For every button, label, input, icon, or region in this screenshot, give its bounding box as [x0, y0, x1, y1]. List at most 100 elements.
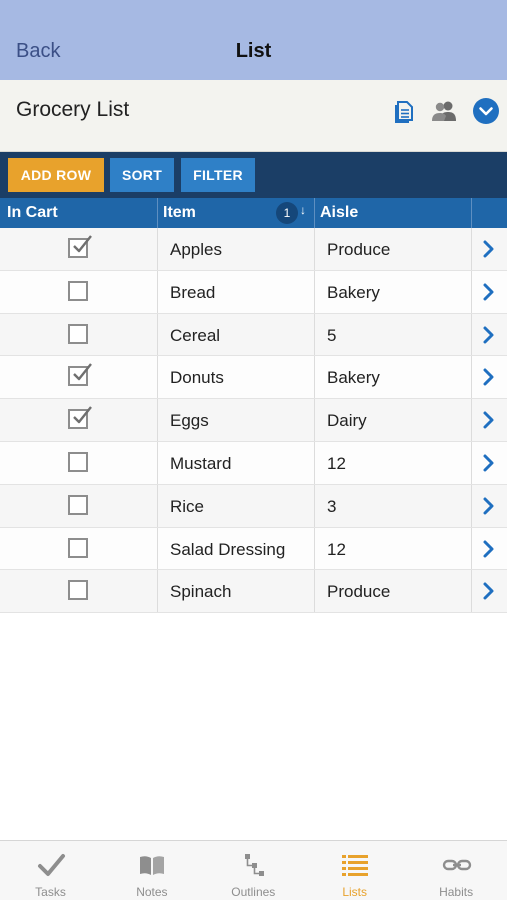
table-row[interactable]: Rice 3 — [0, 484, 507, 528]
item-cell[interactable]: Salad Dressing — [170, 539, 286, 559]
sort-button[interactable]: SORT — [110, 158, 174, 192]
cell-divider — [471, 484, 472, 527]
aisle-cell[interactable]: Dairy — [327, 411, 367, 431]
table-row[interactable]: Donuts Bakery — [0, 356, 507, 400]
item-cell[interactable]: Apples — [170, 240, 222, 259]
aisle-cell[interactable]: Produce — [327, 582, 391, 602]
aisle-cell[interactable]: 5 — [327, 325, 337, 345]
cell-divider — [314, 484, 315, 527]
tab-tasks[interactable]: Tasks — [0, 841, 101, 900]
aisle-cell[interactable]: 12 — [327, 539, 346, 559]
grocery-table: Apples Produce Bread Bakery Cereal 5 Donuts Bak… — [0, 228, 507, 614]
page-title: List — [235, 40, 272, 62]
item-cell[interactable]: Bread — [170, 282, 216, 302]
checkmark-icon — [73, 406, 92, 424]
cell-divider — [157, 228, 158, 270]
table-row[interactable]: Apples Produce — [0, 228, 507, 271]
aisle-cell[interactable]: Bakery — [327, 282, 380, 302]
tab-lists[interactable]: Lists — [304, 841, 405, 900]
cell-divider — [157, 527, 158, 570]
cell-divider — [157, 570, 158, 613]
column-header-aisle[interactable]: Aisle — [320, 204, 359, 221]
table-row[interactable]: Cereal 5 — [0, 313, 507, 357]
sort-direction-icon: ↓ — [300, 203, 306, 217]
chevron-right-icon[interactable] — [480, 453, 498, 473]
cell-divider — [314, 570, 315, 613]
cell-divider — [157, 484, 158, 527]
tab-outlines[interactable]: Outlines — [203, 841, 304, 900]
checkbox-unchecked[interactable] — [68, 494, 88, 515]
column-divider — [471, 198, 472, 228]
checkbox-checked[interactable] — [68, 235, 92, 258]
list-title: Grocery List — [16, 98, 130, 121]
item-cell[interactable]: Eggs — [170, 411, 209, 431]
tab-label: Lists — [342, 885, 368, 899]
checkbox-checked[interactable] — [68, 406, 92, 430]
chevron-right-icon[interactable] — [480, 239, 498, 259]
column-header-item[interactable]: Item — [163, 204, 196, 221]
filter-button[interactable]: FILTER — [181, 158, 255, 192]
cell-divider — [157, 356, 158, 399]
table-row[interactable]: Mustard 12 — [0, 441, 507, 485]
checkbox-checked[interactable] — [68, 363, 92, 387]
chevron-right-icon[interactable] — [480, 325, 498, 345]
list-icon — [340, 851, 370, 879]
cell-divider — [157, 270, 158, 313]
table-header: In Cart Item 1 ↓ Aisle — [0, 198, 507, 228]
cell-divider — [471, 527, 472, 570]
add-row-button[interactable]: ADD ROW — [8, 158, 104, 192]
column-divider — [314, 198, 315, 228]
cell-divider — [471, 228, 472, 270]
aisle-cell[interactable]: Bakery — [327, 368, 380, 388]
cell-divider — [314, 228, 315, 270]
cell-divider — [471, 356, 472, 399]
chevron-right-icon[interactable] — [480, 581, 498, 601]
chevron-right-icon[interactable] — [480, 496, 498, 516]
cell-divider — [314, 527, 315, 570]
checkbox-unchecked[interactable] — [68, 451, 88, 472]
cell-divider — [314, 313, 315, 356]
navigation-bar: Back List — [0, 0, 507, 80]
tab-notes[interactable]: Notes — [101, 841, 202, 900]
checkbox-unchecked[interactable] — [68, 280, 88, 301]
chevron-right-icon[interactable] — [480, 539, 498, 559]
item-cell[interactable]: Spinach — [170, 582, 232, 602]
checkbox-unchecked[interactable] — [68, 323, 88, 344]
back-button[interactable]: Back — [16, 40, 61, 62]
item-cell[interactable]: Rice — [170, 496, 205, 516]
cell-divider — [314, 399, 315, 441]
tab-label: Outlines — [231, 885, 276, 899]
aisle-cell[interactable]: Produce — [327, 240, 391, 259]
tab-label: Notes — [136, 885, 168, 899]
chevron-right-icon[interactable] — [480, 282, 498, 302]
document-icon[interactable] — [390, 97, 418, 125]
item-cell[interactable]: Cereal — [170, 325, 221, 345]
list-toolbar: ADD ROW SORT FILTER — [0, 152, 507, 198]
aisle-cell[interactable]: 3 — [327, 496, 337, 516]
table-row[interactable]: Salad Dressing 12 — [0, 527, 507, 571]
checkbox-unchecked[interactable] — [68, 537, 88, 558]
book-icon — [137, 851, 167, 879]
aisle-cell[interactable]: 12 — [327, 453, 346, 473]
chevron-right-icon[interactable] — [480, 367, 498, 387]
checkbox-unchecked[interactable] — [68, 580, 88, 601]
list-header: Grocery List — [0, 80, 507, 152]
table-row[interactable]: Eggs Dairy — [0, 399, 507, 442]
checkmark-icon — [36, 851, 66, 879]
cell-divider — [157, 399, 158, 441]
tab-label: Tasks — [35, 885, 66, 899]
column-divider — [157, 198, 158, 228]
table-row[interactable]: Spinach Produce — [0, 570, 507, 614]
tab-habits[interactable]: Habits — [406, 841, 507, 900]
item-cell[interactable]: Mustard — [170, 453, 232, 473]
cell-divider — [471, 441, 472, 484]
chevron-down-circle-icon[interactable] — [472, 97, 500, 125]
tab-bar: Tasks Notes Outlines Lists Habits — [0, 840, 507, 900]
item-cell[interactable]: Donuts — [170, 368, 224, 388]
table-row[interactable]: Bread Bakery — [0, 270, 507, 314]
people-icon[interactable] — [430, 97, 458, 125]
chevron-right-icon[interactable] — [480, 410, 498, 430]
outline-icon — [239, 851, 269, 879]
checkmark-icon — [73, 235, 92, 253]
column-header-in-cart[interactable]: In Cart — [7, 204, 58, 221]
